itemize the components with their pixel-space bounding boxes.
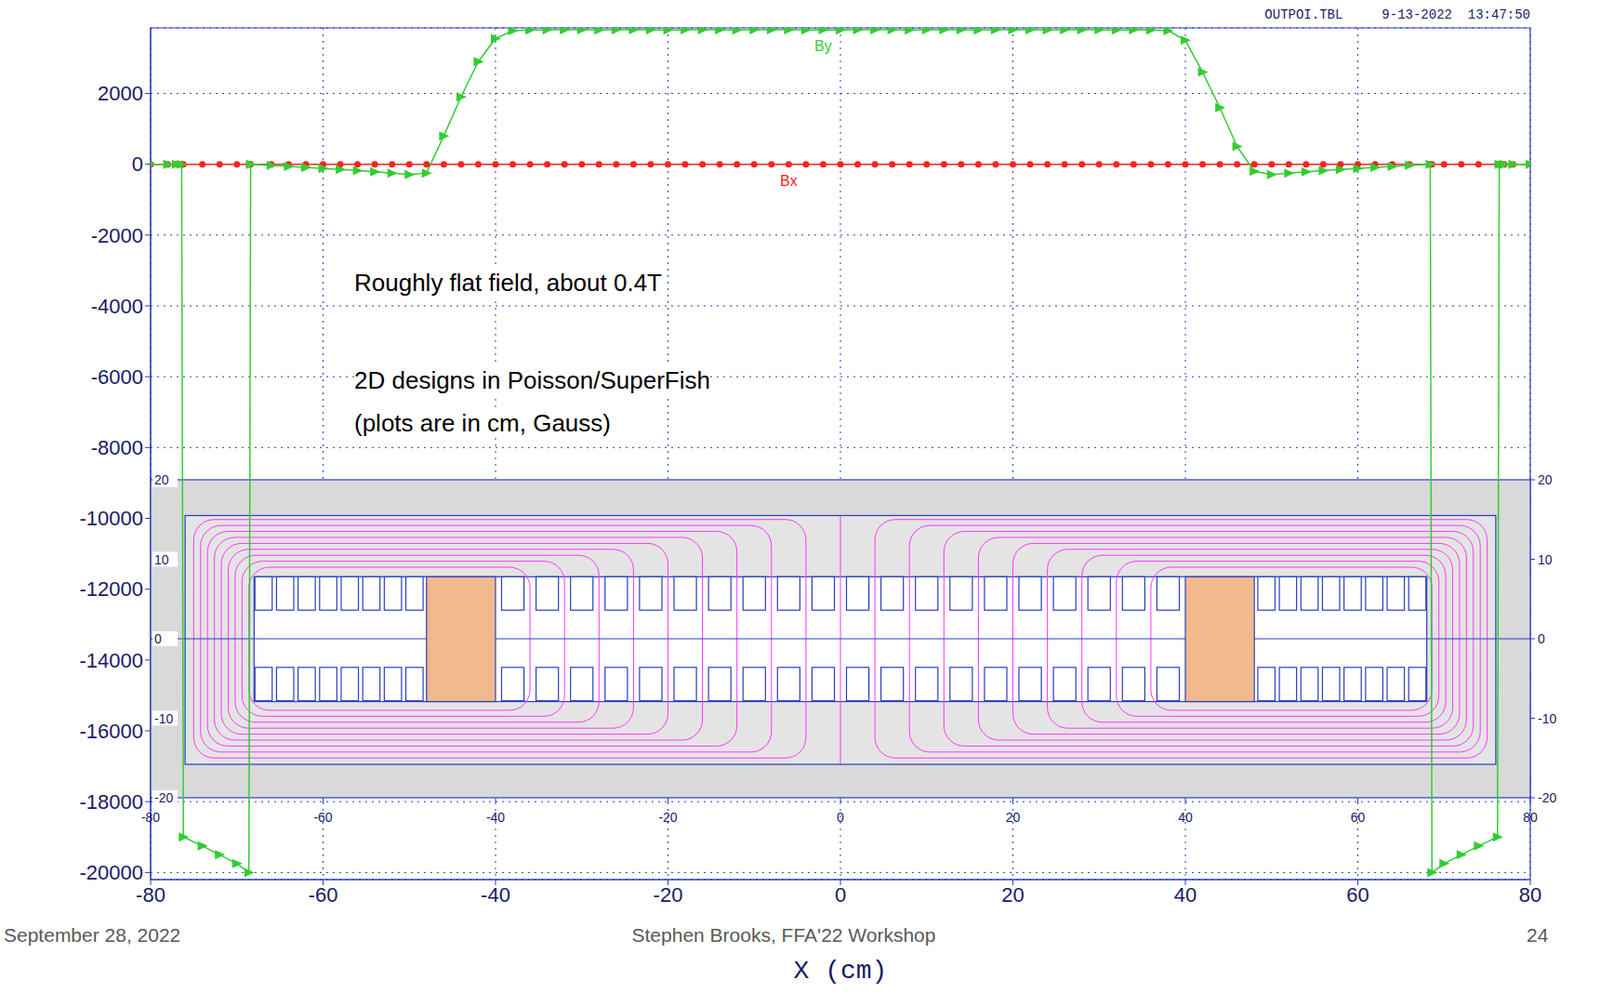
svg-text:-16000: -16000 bbox=[79, 719, 144, 743]
svg-text:-40: -40 bbox=[480, 883, 511, 907]
svg-text:0: 0 bbox=[836, 809, 845, 825]
svg-text:-60: -60 bbox=[313, 809, 332, 825]
svg-text:0: 0 bbox=[154, 631, 162, 647]
svg-text:-6000: -6000 bbox=[91, 365, 144, 389]
svg-text:-10000: -10000 bbox=[79, 506, 144, 530]
svg-text:-18000: -18000 bbox=[79, 790, 144, 814]
svg-text:-60: -60 bbox=[308, 883, 339, 907]
svg-text:0: 0 bbox=[1537, 631, 1546, 647]
svg-text:2000: 2000 bbox=[97, 81, 144, 106]
svg-text:20: 20 bbox=[1005, 809, 1021, 825]
svg-text:-4000: -4000 bbox=[91, 294, 144, 318]
svg-text:0: 0 bbox=[132, 152, 144, 176]
svg-text:20: 20 bbox=[1537, 472, 1553, 488]
svg-text:20: 20 bbox=[154, 472, 170, 488]
svg-text:-80: -80 bbox=[141, 809, 160, 825]
svg-text:-12000: -12000 bbox=[79, 577, 144, 601]
svg-text:By: By bbox=[814, 38, 833, 54]
html-text:Stephen Brooks, FFA'22 Worksho: Stephen Brooks, FFA'22 Workshop bbox=[631, 924, 936, 946]
html-text:24: 24 bbox=[1526, 924, 1549, 946]
svg-text:80: 80 bbox=[1522, 809, 1538, 825]
svg-text:-20: -20 bbox=[658, 809, 677, 825]
svg-text:40: 40 bbox=[1174, 883, 1197, 907]
svg-text:20: 20 bbox=[1001, 883, 1024, 907]
svg-text:-20: -20 bbox=[653, 883, 684, 907]
svg-text:0: 0 bbox=[834, 883, 847, 907]
svg-text:-10: -10 bbox=[1537, 711, 1557, 727]
svg-text:-10: -10 bbox=[154, 711, 173, 727]
svg-text:-8000: -8000 bbox=[91, 436, 144, 460]
svg-text:Bx: Bx bbox=[780, 172, 798, 189]
html-text:2D designs in Poisson/SuperFis: 2D designs in Poisson/SuperFish bbox=[354, 366, 711, 395]
svg-text:10: 10 bbox=[154, 552, 170, 568]
svg-text:60: 60 bbox=[1346, 883, 1369, 907]
svg-text:-2000: -2000 bbox=[91, 224, 144, 248]
svg-text:-20: -20 bbox=[154, 790, 173, 806]
html-text:Roughly flat field, about 0.4T: Roughly flat field, about 0.4T bbox=[354, 268, 662, 297]
svg-text:80: 80 bbox=[1519, 883, 1542, 907]
svg-text:-14000: -14000 bbox=[79, 648, 144, 673]
html-text:(plots are in cm, Gauss): (plots are in cm, Gauss) bbox=[354, 409, 611, 437]
svg-text:X (cm): X (cm) bbox=[793, 956, 888, 986]
svg-text:-20: -20 bbox=[1537, 790, 1557, 806]
svg-text:-40: -40 bbox=[486, 809, 505, 825]
svg-text:40: 40 bbox=[1177, 809, 1193, 825]
svg-text:-20000: -20000 bbox=[79, 860, 144, 885]
svg-text:10: 10 bbox=[1537, 552, 1553, 568]
svg-text:-80: -80 bbox=[135, 883, 166, 907]
html-text:September 28, 2022: September 28, 2022 bbox=[3, 924, 181, 946]
svg-text:60: 60 bbox=[1350, 809, 1366, 825]
html-text:OUTPOI.TBL 9-13-2022 13:47:50: OUTPOI.TBL 9-13-2022 13:47:50 bbox=[1264, 7, 1531, 23]
